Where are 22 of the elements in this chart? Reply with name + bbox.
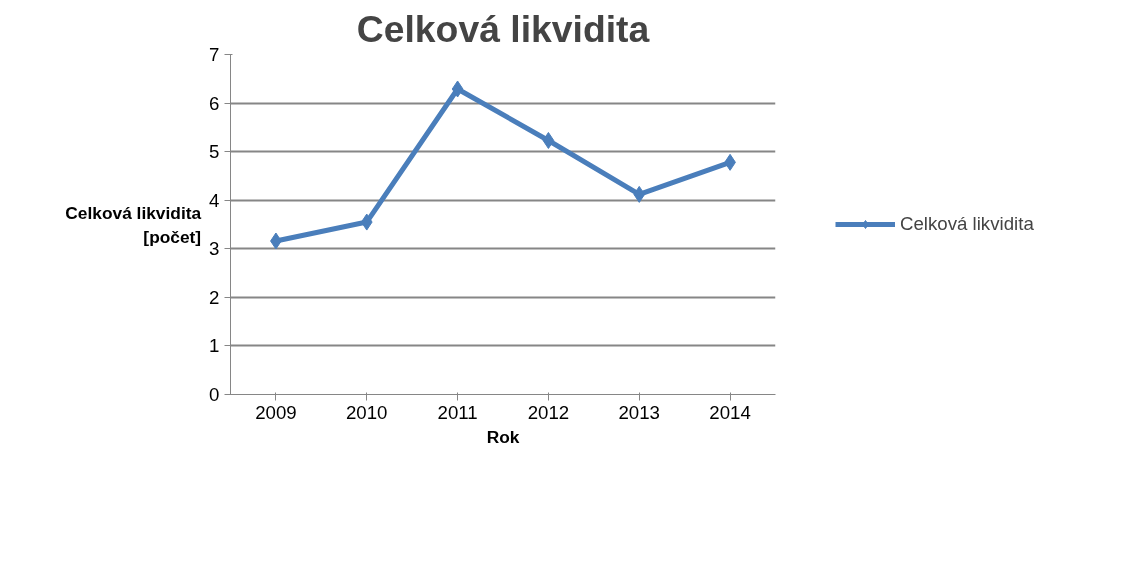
x-tick-label: 2010 bbox=[346, 401, 388, 423]
point bbox=[542, 131, 555, 149]
y-tick-label: 5 bbox=[209, 141, 220, 163]
chart-title: Celková likvidita bbox=[356, 7, 650, 50]
y-tick-label: 0 bbox=[209, 384, 220, 405]
y-tick-label: 2 bbox=[209, 286, 220, 308]
y-tick-label: 1 bbox=[209, 335, 220, 357]
y-tick-label: 3 bbox=[209, 238, 220, 260]
y-tick-label: 6 bbox=[209, 92, 220, 114]
point bbox=[360, 213, 373, 231]
x-axis-title: Rok bbox=[486, 426, 520, 447]
x-tick-label: 2009 bbox=[255, 401, 297, 423]
x-tick-label: 2014 bbox=[709, 401, 751, 423]
x-tick-label: 2012 bbox=[527, 401, 570, 423]
x-tick-label: 2013 bbox=[618, 401, 661, 423]
y-tick-label: 4 bbox=[209, 189, 220, 211]
point bbox=[633, 185, 646, 203]
legend-label: Celková likvidita bbox=[900, 213, 1034, 235]
y-tick-label: 7 bbox=[209, 44, 220, 65]
y-axis-title: Celková likvidita [počet] bbox=[65, 202, 202, 247]
x-tick-label: 2011 bbox=[437, 401, 478, 423]
point bbox=[451, 80, 464, 98]
